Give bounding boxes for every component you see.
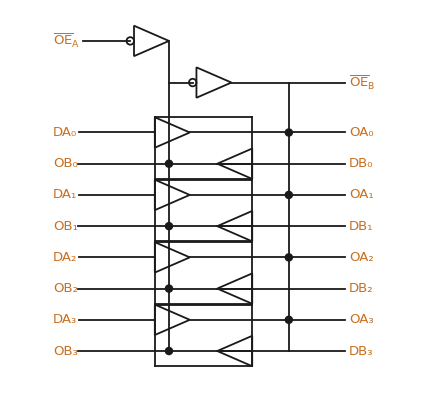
Text: DA₁: DA₁	[53, 189, 77, 202]
Text: DA₃: DA₃	[53, 313, 77, 326]
Circle shape	[285, 129, 292, 136]
Text: OB₃: OB₃	[53, 344, 78, 357]
Text: DA₂: DA₂	[53, 251, 77, 264]
Text: OB₂: OB₂	[53, 282, 78, 295]
Circle shape	[165, 285, 172, 292]
Circle shape	[165, 160, 172, 167]
Text: $\overline{\mathsf{OE}}$$_{\mathsf{B}}$: $\overline{\mathsf{OE}}$$_{\mathsf{B}}$	[349, 73, 376, 92]
Circle shape	[285, 316, 292, 323]
Text: DB₃: DB₃	[349, 344, 374, 357]
Text: DA₀: DA₀	[53, 126, 77, 139]
Text: OA₀: OA₀	[349, 126, 374, 139]
Text: DB₂: DB₂	[349, 282, 374, 295]
Circle shape	[165, 347, 172, 354]
Text: OA₂: OA₂	[349, 251, 374, 264]
Text: OB₀: OB₀	[53, 157, 78, 170]
Text: $\overline{\mathsf{OE}}$$_{\mathsf{A}}$: $\overline{\mathsf{OE}}$$_{\mathsf{A}}$	[53, 32, 80, 50]
Text: DB₀: DB₀	[349, 157, 374, 170]
Circle shape	[285, 191, 292, 199]
Text: OB₁: OB₁	[53, 220, 78, 233]
Circle shape	[285, 254, 292, 261]
Text: DB₁: DB₁	[349, 220, 374, 233]
Circle shape	[165, 222, 172, 230]
Text: OA₁: OA₁	[349, 189, 374, 202]
Text: OA₃: OA₃	[349, 313, 374, 326]
